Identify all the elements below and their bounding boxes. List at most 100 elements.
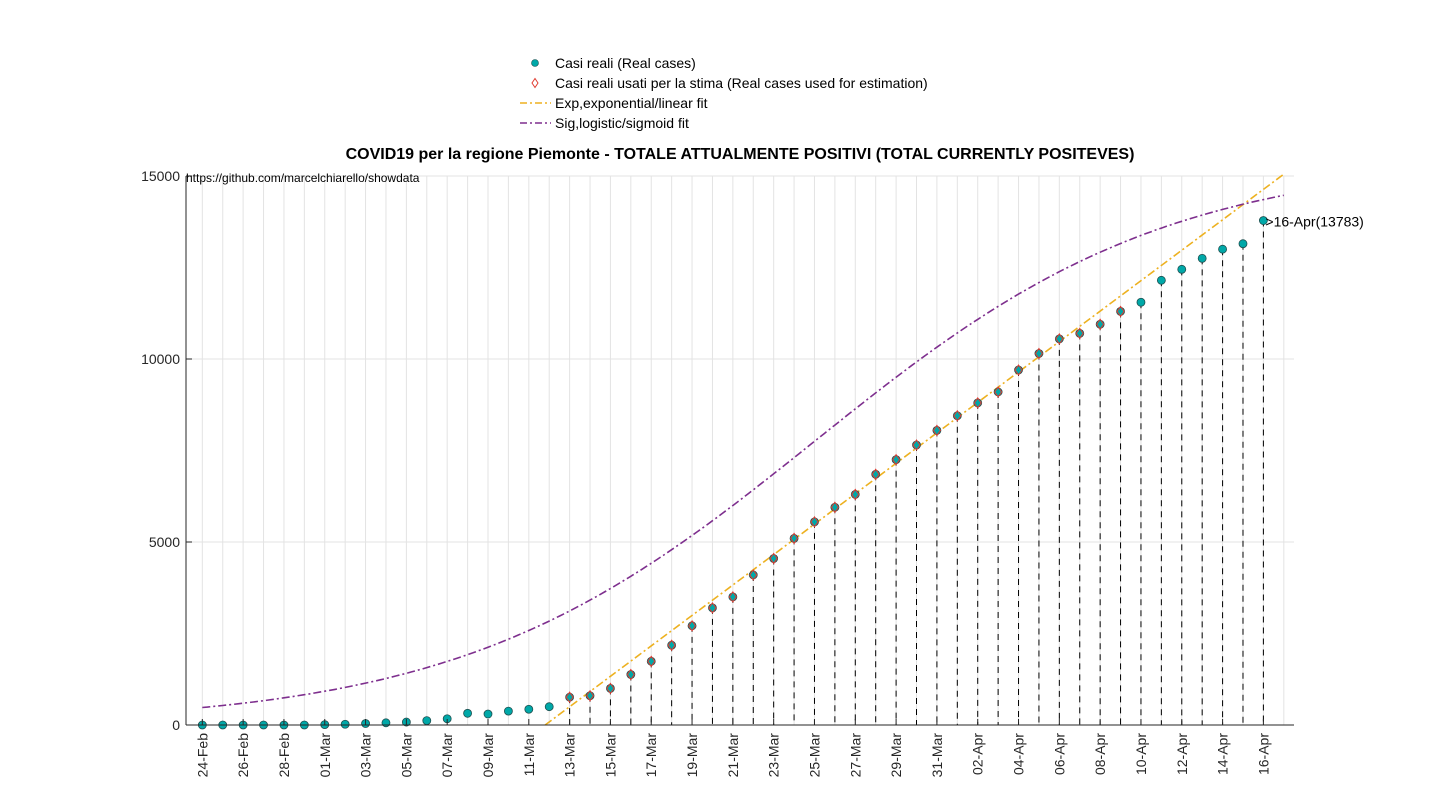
real-case-point — [667, 640, 677, 650]
x-tick-label: 14-Apr — [1215, 733, 1231, 775]
y-tick-labels: 0 5000 10000 15000 — [141, 168, 180, 733]
x-tick-label: 09-Mar — [480, 733, 496, 778]
legend-label: Casi reali usati per la stima (Real case… — [555, 75, 928, 91]
x-tick-label: 19-Mar — [684, 733, 700, 778]
estimation-point — [912, 439, 921, 451]
real-case-point — [789, 533, 799, 543]
x-tick-label: 21-Mar — [725, 733, 741, 778]
real-case-point — [1075, 328, 1085, 338]
last-point-annotation: >16-Apr(13783) — [1265, 214, 1363, 230]
estimation-point — [1096, 318, 1105, 331]
real-case-point — [1116, 307, 1125, 316]
legend-label: Exp,exponential/linear fit — [555, 95, 708, 111]
estimation-point — [1055, 332, 1064, 345]
exp-linear-fit-line — [544, 173, 1285, 726]
estimation-point — [769, 552, 778, 565]
x-tick-label: 26-Feb — [235, 733, 251, 778]
real-case-point — [463, 708, 472, 718]
legend-diamond-marker — [531, 77, 539, 89]
x-tick-label: 31-Mar — [929, 733, 945, 778]
estimation-point — [953, 409, 962, 422]
legend-entry: Sig,logistic/sigmoid fit — [520, 115, 689, 131]
estimation-point — [1116, 305, 1125, 318]
estimation-point — [973, 397, 982, 409]
x-tick-label: 01-Mar — [317, 733, 333, 778]
estimation-point — [891, 453, 901, 466]
x-tick-label: 08-Apr — [1092, 733, 1108, 775]
real-case-point — [381, 718, 391, 728]
real-case-point — [1258, 216, 1268, 225]
real-case-point — [871, 469, 881, 479]
estimation-point — [647, 655, 656, 668]
real-case-point — [1095, 319, 1105, 329]
axes — [185, 175, 1294, 726]
source-url-text: https://github.com/marcelchiarello/showd… — [186, 171, 420, 185]
estimation-point — [687, 619, 697, 632]
real-case-point — [748, 570, 758, 580]
real-case-point — [1218, 244, 1227, 254]
y-tick-label: 15000 — [141, 168, 180, 184]
legend-label: Casi reali (Real cases) — [555, 55, 696, 71]
real-case-point — [483, 709, 493, 719]
real-case-point — [626, 670, 636, 679]
real-case-point — [810, 517, 819, 527]
real-case-point — [932, 425, 942, 435]
real-case-point — [1177, 264, 1187, 274]
estimation-point — [626, 668, 635, 681]
estimation-point — [1075, 327, 1084, 340]
estimation-point — [932, 424, 942, 437]
x-tick-label: 15-Mar — [602, 733, 618, 778]
legend-circle-marker — [531, 59, 539, 67]
x-tick-label: 10-Apr — [1133, 733, 1149, 775]
x-tick-label: 07-Mar — [439, 733, 455, 778]
x-tick-label: 06-Apr — [1051, 733, 1067, 775]
x-tick-label: 17-Mar — [643, 733, 659, 778]
real-case-point — [1054, 334, 1064, 344]
x-tick-label: 29-Mar — [888, 733, 904, 778]
x-tick-label: 12-Apr — [1174, 733, 1190, 775]
real-case-point — [1156, 275, 1166, 285]
estimation-point — [789, 532, 799, 545]
x-tick-label: 13-Mar — [562, 733, 578, 778]
data-points — [197, 216, 1268, 730]
legend: Casi reali (Real cases) Casi reali usati … — [520, 55, 928, 131]
real-case-point — [1136, 297, 1146, 307]
estimation-point — [994, 386, 1003, 398]
y-tick-label: 5000 — [149, 534, 180, 550]
x-tick-label: 24-Feb — [194, 733, 210, 778]
real-case-point — [585, 691, 595, 701]
chart-title: COVID19 per la regione Piemonte - TOTALE… — [346, 146, 1135, 163]
x-tick-label: 28-Feb — [276, 733, 292, 778]
y-tick-label: 10000 — [141, 351, 180, 367]
estimation-point — [749, 569, 758, 581]
real-case-point — [850, 490, 860, 499]
estimation-point — [871, 468, 880, 481]
real-case-point — [687, 621, 697, 631]
real-case-point — [646, 656, 656, 666]
legend-entry: Casi reali (Real cases) — [531, 55, 696, 71]
estimation-point — [585, 689, 595, 702]
legend-label: Sig,logistic/sigmoid fit — [555, 115, 689, 131]
real-case-point — [973, 398, 983, 408]
x-tick-label: 04-Apr — [1011, 733, 1027, 775]
real-case-point — [912, 440, 921, 450]
estimation-point — [565, 691, 574, 704]
estimation-point — [708, 602, 717, 614]
plot-area — [186, 176, 1294, 725]
real-case-point — [728, 592, 738, 602]
estimation-point — [830, 501, 839, 514]
real-case-point — [1014, 365, 1023, 375]
x-tick-label: 23-Mar — [766, 733, 782, 778]
real-case-point — [606, 684, 615, 693]
estimation-point — [1014, 364, 1023, 376]
x-tick-label: 05-Mar — [398, 733, 414, 778]
real-case-point — [565, 692, 575, 702]
x-tick-label: 02-Apr — [970, 733, 986, 775]
x-tick-labels: 24-Feb 26-Feb 28-Feb 01-Mar 03-Mar 05-Mar 07-M… — [194, 733, 1271, 778]
real-case-point — [1238, 239, 1248, 249]
real-case-point — [708, 603, 717, 613]
real-case-point — [830, 502, 840, 512]
real-case-point — [769, 554, 779, 563]
estimation-point — [810, 515, 819, 528]
